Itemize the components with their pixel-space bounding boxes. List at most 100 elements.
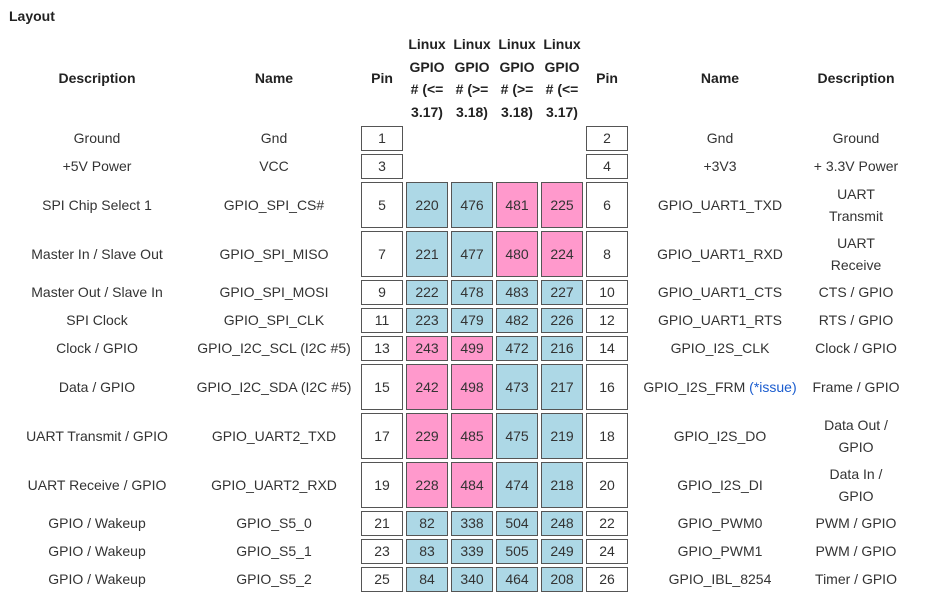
gpio-number: 225 bbox=[541, 182, 583, 228]
name-right: GPIO_IBL_8254 bbox=[631, 567, 809, 592]
gpio-number: 228 bbox=[406, 462, 448, 508]
description-right: + 3.3V Power bbox=[813, 158, 899, 175]
gpio-number: 222 bbox=[406, 280, 448, 305]
gpio-number: 248 bbox=[541, 511, 583, 536]
description-right: UART Transmit bbox=[829, 185, 883, 225]
page-title: Layout bbox=[9, 8, 55, 24]
name-right-text: GPIO_PWM0 bbox=[677, 515, 763, 532]
gpio-number: 226 bbox=[541, 308, 583, 333]
description-left: +5V Power bbox=[62, 158, 132, 175]
pin-left: 19 bbox=[361, 462, 403, 508]
header-gpio-le-317: Linux GPIO # (<= 3.17) bbox=[408, 36, 446, 120]
name-left: VCC bbox=[259, 158, 289, 175]
gpio-number: 338 bbox=[451, 511, 493, 536]
gpio-number: 483 bbox=[496, 280, 538, 305]
gpio-number: 472 bbox=[496, 336, 538, 361]
name-left: GPIO_S5_0 bbox=[236, 515, 312, 532]
pin-left: 13 bbox=[361, 336, 403, 361]
gpio-number: 474 bbox=[496, 462, 538, 508]
gpio-number: 249 bbox=[541, 539, 583, 564]
gpio-number: 484 bbox=[451, 462, 493, 508]
name-left: GPIO_UART2_RXD bbox=[211, 476, 337, 493]
name-left: GPIO_I2C_SDA (I2C #5) bbox=[196, 378, 352, 395]
description-right: PWM / GPIO bbox=[815, 543, 897, 560]
description-right: Ground bbox=[832, 130, 880, 147]
description-left: Data / GPIO bbox=[58, 378, 136, 395]
gpio-empty bbox=[541, 154, 583, 179]
name-right: GPIO_I2S_DI bbox=[631, 462, 809, 508]
pin-left: 25 bbox=[361, 567, 403, 592]
name-right: Gnd bbox=[631, 126, 809, 151]
name-right: GPIO_I2S_FRM (*issue) bbox=[631, 364, 809, 410]
pin-left: 1 bbox=[361, 126, 403, 151]
table-row: UART Receive / GPIO GPIO_UART2_RXD 19 228 48… bbox=[7, 462, 900, 508]
name-right: GPIO_PWM1 bbox=[631, 539, 809, 564]
name-left: GPIO_S5_1 bbox=[236, 543, 312, 560]
table-row: Data / GPIO GPIO_I2C_SDA (I2C #5) 15 242 498… bbox=[7, 364, 900, 410]
gpio-number: 82 bbox=[406, 511, 448, 536]
header-description-left: Description bbox=[58, 69, 136, 86]
gpio-number: 499 bbox=[451, 336, 493, 361]
description-left: SPI Chip Select 1 bbox=[42, 196, 152, 213]
pin-left: 21 bbox=[361, 511, 403, 536]
description-right: Data Out / GPIO bbox=[824, 416, 888, 456]
gpio-number: 480 bbox=[496, 231, 538, 277]
description-left: UART Transmit / GPIO bbox=[26, 427, 168, 444]
name-right: GPIO_PWM0 bbox=[631, 511, 809, 536]
pin-left: 5 bbox=[361, 182, 403, 228]
pin-right: 2 bbox=[586, 126, 628, 151]
gpio-number: 217 bbox=[541, 364, 583, 410]
name-left: GPIO_SPI_MISO bbox=[219, 245, 329, 262]
table-row: UART Transmit / GPIO GPIO_UART2_TXD 17 229 4… bbox=[7, 413, 900, 459]
gpio-number: 476 bbox=[451, 182, 493, 228]
header-gpio-ge-318: Linux GPIO # (>= 3.18) bbox=[453, 36, 491, 120]
gpio-number: 208 bbox=[541, 567, 583, 592]
pin-left: 23 bbox=[361, 539, 403, 564]
description-right: Clock / GPIO bbox=[815, 340, 897, 357]
table-row: SPI Clock GPIO_SPI_CLK 11 223 479 482 226 12 GPI… bbox=[7, 308, 900, 333]
description-left: GPIO / Wakeup bbox=[48, 515, 146, 532]
gpio-number: 340 bbox=[451, 567, 493, 592]
gpio-number: 216 bbox=[541, 336, 583, 361]
gpio-empty bbox=[541, 126, 583, 151]
issue-link[interactable]: (*issue) bbox=[749, 378, 797, 395]
gpio-number: 464 bbox=[496, 567, 538, 592]
name-left: GPIO_S5_2 bbox=[236, 571, 312, 588]
name-right: +3V3 bbox=[631, 154, 809, 179]
name-right-text: GPIO_PWM1 bbox=[677, 543, 763, 560]
name-left: GPIO_SPI_MOSI bbox=[219, 284, 329, 301]
gpio-number: 243 bbox=[406, 336, 448, 361]
pin-right: 12 bbox=[586, 308, 628, 333]
gpio-empty bbox=[496, 154, 538, 179]
gpio-number: 477 bbox=[451, 231, 493, 277]
description-right: PWM / GPIO bbox=[815, 515, 897, 532]
gpio-number: 218 bbox=[541, 462, 583, 508]
gpio-number: 481 bbox=[496, 182, 538, 228]
header-gpio-ge-318-right: Linux GPIO # (>= 3.18) bbox=[498, 36, 536, 120]
gpio-number: 220 bbox=[406, 182, 448, 228]
name-right-text: GPIO_UART1_CTS bbox=[657, 284, 783, 301]
gpio-number: 224 bbox=[541, 231, 583, 277]
gpio-number: 84 bbox=[406, 567, 448, 592]
description-left: SPI Clock bbox=[66, 312, 128, 329]
header-gpio-le-317-right: Linux GPIO # (<= 3.17) bbox=[543, 36, 581, 120]
name-right-text: GPIO_I2S_DI bbox=[677, 476, 763, 493]
name-right: GPIO_I2S_CLK bbox=[631, 336, 809, 361]
pin-right: 8 bbox=[586, 231, 628, 277]
description-left: Clock / GPIO bbox=[56, 340, 138, 357]
description-right: UART Receive bbox=[830, 234, 882, 274]
name-right-text: GPIO_UART1_TXD bbox=[657, 196, 783, 213]
table-row: SPI Chip Select 1 GPIO_SPI_CS# 5 220 476 481 2… bbox=[7, 182, 900, 228]
gpio-empty bbox=[406, 126, 448, 151]
table-row: Master Out / Slave In GPIO_SPI_MOSI 9 222 47… bbox=[7, 280, 900, 305]
name-left: GPIO_I2C_SCL (I2C #5) bbox=[197, 340, 351, 357]
header-description-right: Description bbox=[817, 69, 895, 86]
description-left: Master In / Slave Out bbox=[31, 245, 163, 262]
table-row: Ground Gnd 1 2 Gnd Ground bbox=[7, 126, 900, 151]
description-right: CTS / GPIO bbox=[818, 284, 894, 301]
name-left: GPIO_UART2_TXD bbox=[211, 427, 337, 444]
pin-right: 6 bbox=[586, 182, 628, 228]
header-name-right: Name bbox=[700, 69, 740, 86]
header-pin-left: Pin bbox=[371, 69, 393, 86]
name-right: GPIO_UART1_RXD bbox=[631, 231, 809, 277]
